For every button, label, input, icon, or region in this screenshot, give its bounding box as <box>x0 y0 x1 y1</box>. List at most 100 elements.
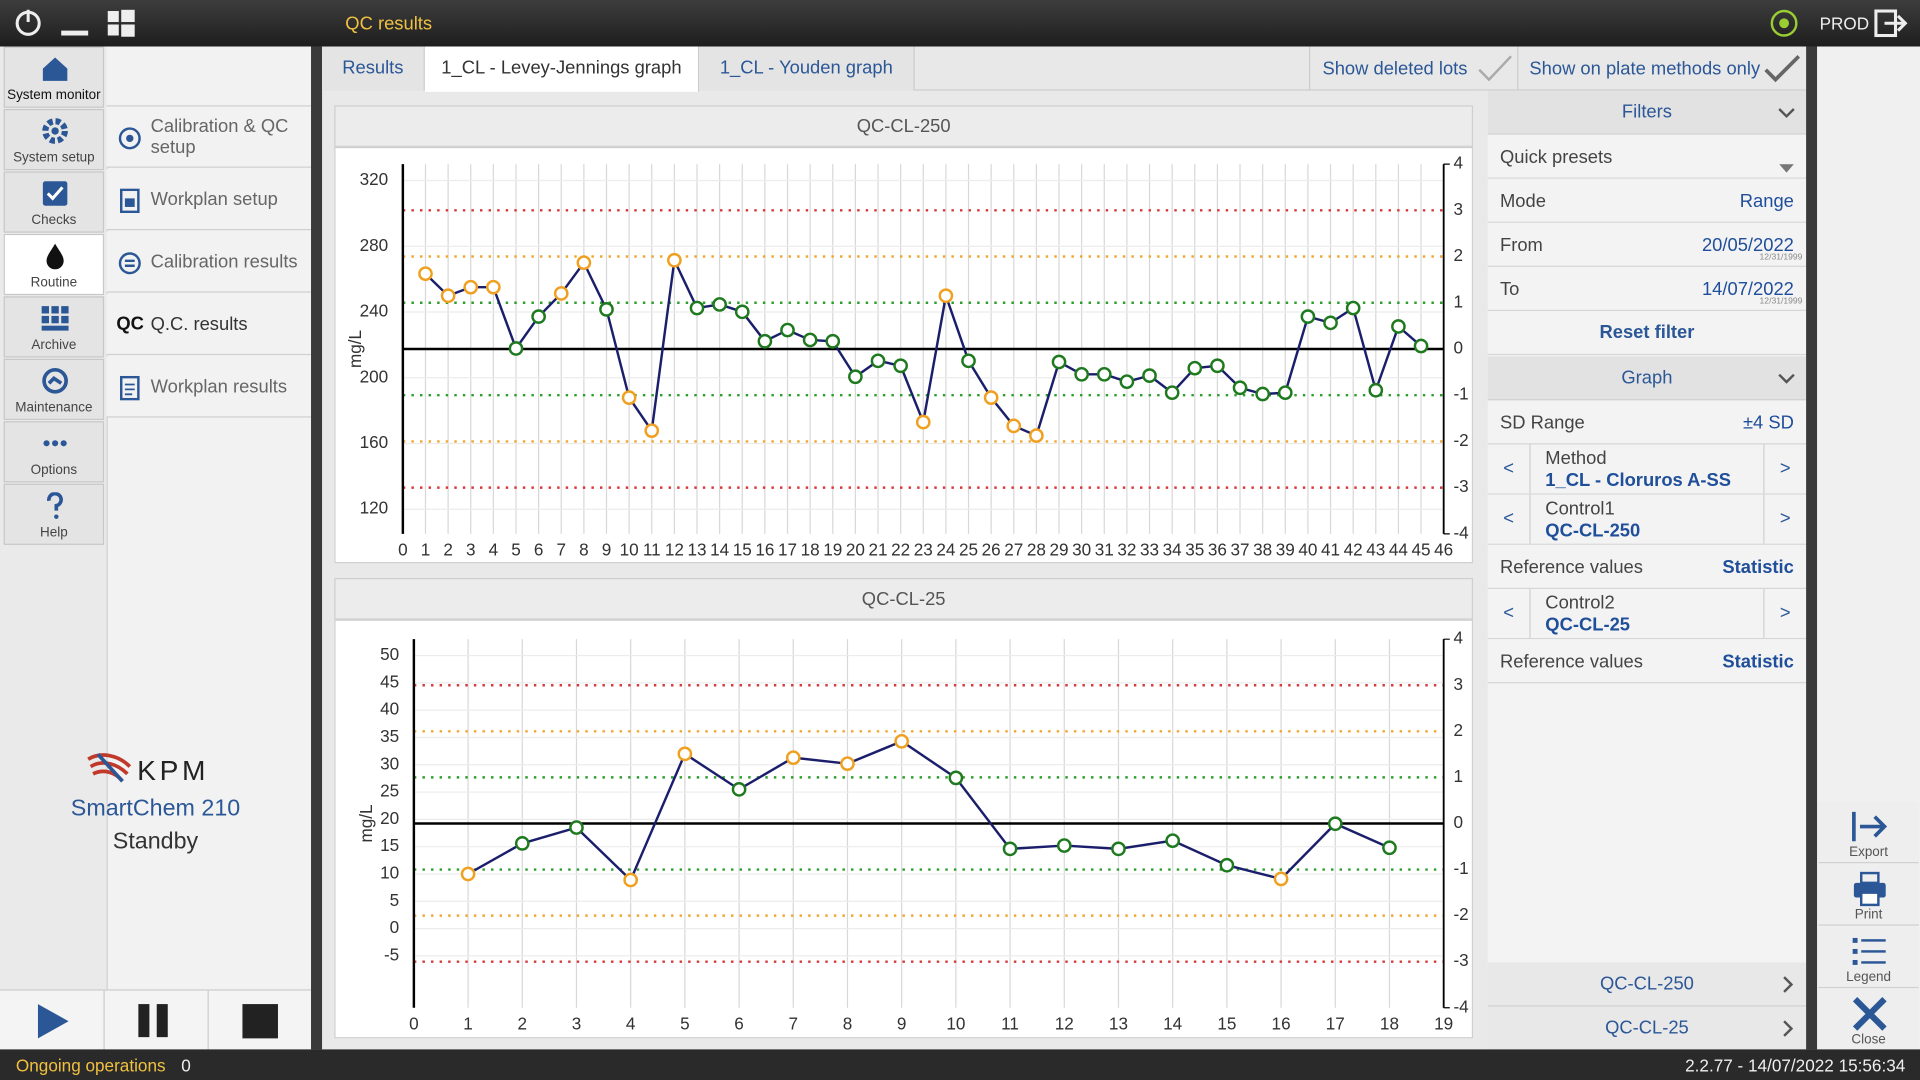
nav-item[interactable]: Archive <box>3 296 105 358</box>
y2-tick-label: 2 <box>1453 245 1463 265</box>
y2-tick-label: -2 <box>1453 904 1468 924</box>
data-point <box>1002 841 1018 857</box>
title-bar: QC results PROD <box>0 0 1920 47</box>
transport-buttons[interactable] <box>0 990 312 1051</box>
selector-row[interactable]: < Control2 QC-CL-25 > <box>1487 588 1807 640</box>
data-point <box>1345 300 1361 316</box>
row-value: Statistic <box>1722 651 1794 673</box>
data-point <box>757 333 773 349</box>
environment: PROD <box>1819 13 1870 34</box>
gutter <box>1473 90 1488 1050</box>
chart-link[interactable]: QC-CL-250 <box>1487 962 1807 1007</box>
x-tick-label: 5 <box>511 540 521 560</box>
x-tick-label: 28 <box>1027 540 1046 560</box>
y2-tick-label: 4 <box>1453 628 1463 648</box>
row-value: 20/05/2022 <box>1701 235 1794 256</box>
graph-row[interactable]: Reference values Statistic <box>1487 544 1807 589</box>
data-point <box>915 414 931 430</box>
action-button[interactable]: Legend <box>1818 926 1919 989</box>
next-button[interactable]: > <box>1763 588 1806 638</box>
x-tick-label: 8 <box>579 540 589 560</box>
x-tick-label: 33 <box>1140 540 1159 560</box>
window-controls[interactable] <box>12 7 147 39</box>
x-tick-label: 9 <box>602 540 612 560</box>
x-tick-label: 2 <box>443 540 453 560</box>
nav-item[interactable]: Checks <box>3 171 105 233</box>
section-header[interactable]: Graph <box>1487 356 1807 401</box>
x-tick-label: 37 <box>1231 540 1250 560</box>
nav-item[interactable]: Routine <box>3 233 105 296</box>
filter-row[interactable]: Quick presets <box>1487 134 1807 179</box>
row-label: Quick presets <box>1500 146 1613 168</box>
submenu-label: Workplan setup <box>150 188 278 210</box>
next-button[interactable]: > <box>1763 444 1806 494</box>
brand-logo: KPM <box>137 754 210 787</box>
reset-button[interactable]: Reset filter <box>1487 311 1807 356</box>
x-tick-label: 26 <box>982 540 1001 560</box>
x-tick-label: 17 <box>778 540 797 560</box>
status-count: 0 <box>181 1055 191 1076</box>
data-point <box>677 746 693 762</box>
x-tick-label: 36 <box>1208 540 1227 560</box>
tab-active[interactable]: 1_CL - Levey-Jennings graph <box>424 46 700 92</box>
section-title: Filters <box>1621 101 1672 123</box>
divider <box>311 46 323 1050</box>
submenu-item[interactable]: Workplan results <box>106 356 312 418</box>
nav-item[interactable]: Help <box>3 483 105 545</box>
section-header[interactable]: Filters <box>1487 90 1807 135</box>
prev-button[interactable]: < <box>1488 444 1531 494</box>
x-tick-label: 8 <box>843 1013 853 1033</box>
data-point <box>1413 338 1429 354</box>
data-point <box>644 423 660 439</box>
row-label: Reference values <box>1500 651 1643 673</box>
data-point <box>1210 358 1225 374</box>
nav-item[interactable]: System monitor <box>3 46 105 108</box>
next-button[interactable]: > <box>1763 494 1806 544</box>
y2-tick-label: 4 <box>1453 153 1463 173</box>
toggle[interactable]: Show deleted lots <box>1308 46 1517 91</box>
y2-tick-label: -4 <box>1453 996 1469 1016</box>
data-point <box>1056 838 1072 853</box>
nav-item[interactable]: Maintenance <box>3 358 105 420</box>
row-label: Reference values <box>1500 557 1643 578</box>
action-button[interactable]: Export <box>1818 802 1919 864</box>
graph-row[interactable]: SD Range ±4 SD <box>1487 400 1807 445</box>
selector-row[interactable]: < Method 1_CL - Cloruros A-SS > <box>1487 444 1807 495</box>
x-tick-label: 2 <box>518 1013 528 1033</box>
x-tick-label: 24 <box>936 540 956 560</box>
nav-item[interactable]: Options <box>3 421 105 483</box>
submenu-item[interactable]: Calibration results <box>106 231 312 293</box>
tab[interactable]: Results <box>322 46 425 91</box>
prev-button[interactable]: < <box>1488 588 1531 638</box>
data-point <box>983 390 999 405</box>
submenu-item[interactable]: QC Q.C. results <box>106 293 312 356</box>
logout-icon[interactable] <box>1873 9 1908 38</box>
toggle[interactable]: Show on plate methods only <box>1517 46 1806 91</box>
action-label: Export <box>1849 844 1889 860</box>
y-tick-label: 20 <box>380 808 399 828</box>
product-name: SmartChem 210 <box>70 795 241 822</box>
y-tick-label: 240 <box>360 301 389 321</box>
action-button[interactable]: Close <box>1818 989 1919 1051</box>
prev-button[interactable]: < <box>1488 494 1531 544</box>
data-point <box>1051 354 1067 370</box>
nav-item[interactable]: System setup <box>3 108 105 171</box>
filter-row[interactable]: From 20/05/2022 12/31/1999 <box>1487 222 1807 267</box>
y-tick-label: 35 <box>380 726 399 746</box>
tab[interactable]: 1_CL - Youden graph <box>699 46 915 91</box>
action-button[interactable]: Print <box>1818 864 1919 926</box>
x-tick-label: 0 <box>409 1013 419 1033</box>
submenu-item[interactable]: Workplan setup <box>106 168 312 231</box>
data-point <box>1006 418 1022 434</box>
filter-row[interactable]: To 14/07/2022 12/31/1999 <box>1487 266 1807 312</box>
x-tick-label: 3 <box>466 540 476 560</box>
submenu-item[interactable]: Calibration & QC setup <box>106 106 312 168</box>
status-icon <box>1770 9 1798 37</box>
graph-row[interactable]: Reference values Statistic <box>1487 639 1807 684</box>
link-label: QC-CL-25 <box>1605 1017 1689 1039</box>
filter-row[interactable]: Mode Range <box>1487 178 1807 223</box>
chart-link[interactable]: QC-CL-25 <box>1487 1006 1807 1051</box>
selector-row[interactable]: < Control1 QC-CL-250 > <box>1487 494 1807 545</box>
data-point <box>1255 386 1271 402</box>
x-tick-label: 7 <box>556 540 566 560</box>
